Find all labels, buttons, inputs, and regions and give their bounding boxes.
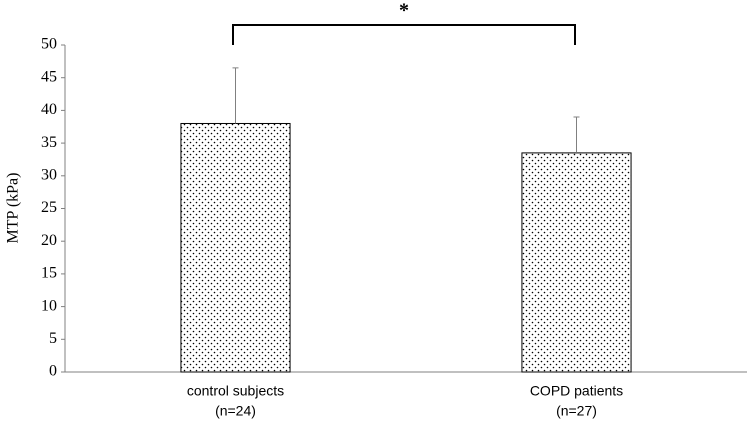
- significance-bracket: [232, 24, 576, 45]
- y-tick-label: 40: [41, 101, 57, 118]
- y-tick-label: 0: [49, 363, 57, 380]
- x-tick-label: control subjects: [187, 383, 284, 399]
- y-tick-label: 35: [41, 134, 57, 151]
- bar: [180, 122, 291, 373]
- x-tick-label: COPD patients: [530, 383, 623, 399]
- error-bar: [573, 116, 580, 153]
- y-tick-label: 30: [41, 166, 57, 183]
- y-tick-label: 45: [41, 68, 57, 85]
- x-tick-label: (n=27): [556, 403, 597, 419]
- x-tick-label: (n=24): [215, 403, 256, 419]
- y-axis-label: MTP (kPa): [5, 173, 22, 244]
- error-bar: [232, 67, 239, 124]
- significance-label: *: [399, 0, 409, 22]
- bar: [521, 152, 632, 373]
- y-tick-label: 50: [41, 36, 57, 53]
- y-tick-label: 25: [41, 199, 57, 216]
- y-tick-label: 5: [49, 330, 57, 347]
- y-tick-label: 10: [41, 297, 57, 314]
- y-tick-label: 15: [41, 265, 57, 282]
- y-tick-label: 20: [41, 232, 57, 249]
